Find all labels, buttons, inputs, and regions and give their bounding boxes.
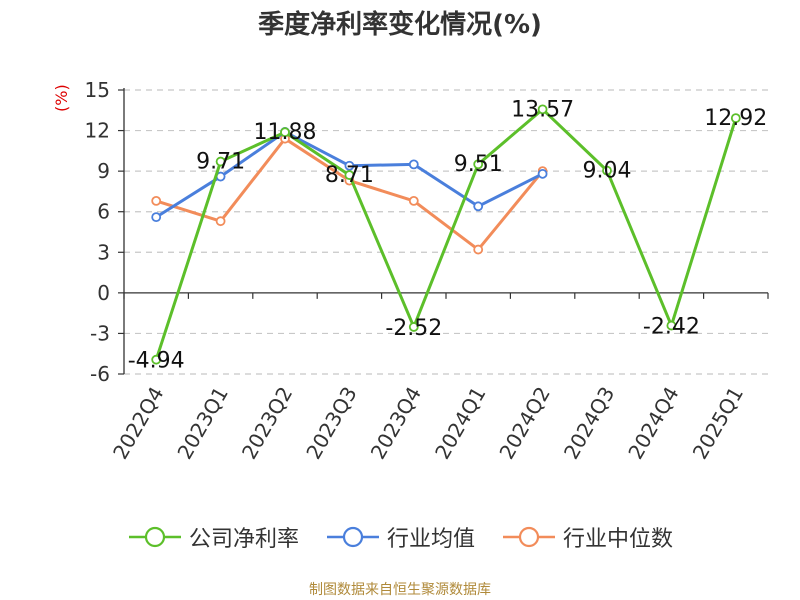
data-point xyxy=(473,159,484,170)
data-source-note: 制图数据来自恒生聚源数据库 xyxy=(309,582,491,598)
data-point xyxy=(602,165,612,176)
data-label: 11.88 xyxy=(254,120,317,145)
y-tick-label: -3 xyxy=(90,321,110,345)
legend-item[interactable]: 公司净利率 xyxy=(127,521,299,553)
x-tick-label: 2023Q3 xyxy=(301,383,361,464)
x-tick-label: 2024Q3 xyxy=(559,383,619,464)
data-label: 12.92 xyxy=(704,106,767,131)
data-label: 8.71 xyxy=(325,163,374,188)
series-line xyxy=(154,107,738,361)
data-point xyxy=(215,156,226,167)
data-label: -4.94 xyxy=(128,349,185,374)
data-point xyxy=(344,170,355,180)
data-point xyxy=(537,104,548,115)
data-point xyxy=(408,195,419,206)
x-tick-label: 2022Q4 xyxy=(108,383,168,464)
data-point xyxy=(151,195,162,206)
data-label: 9.71 xyxy=(196,150,245,175)
x-tick-label: 2023Q4 xyxy=(366,383,426,464)
data-point xyxy=(473,201,484,212)
x-tick-label: 2023Q2 xyxy=(237,383,297,464)
y-tick-label: 12 xyxy=(85,119,110,143)
x-tick-label: 2024Q2 xyxy=(494,383,554,464)
data-point xyxy=(537,168,548,179)
x-tick-label: 2025Q1 xyxy=(688,383,748,464)
data-point xyxy=(151,354,162,365)
legend-item[interactable]: 行业中位数 xyxy=(501,521,673,553)
data-label: 9.04 xyxy=(583,159,632,184)
x-tick-label: 2023Q1 xyxy=(172,383,232,464)
legend-label: 公司净利率 xyxy=(188,527,299,552)
data-point xyxy=(344,160,355,171)
legend: 公司净利率 行业均值 行业中位数 xyxy=(0,520,800,554)
data-point xyxy=(666,320,677,331)
data-point xyxy=(473,244,484,255)
y-tick-label: 9 xyxy=(97,159,110,183)
data-point xyxy=(151,212,162,223)
y-tick-label: -6 xyxy=(90,362,110,386)
data-label: 9.51 xyxy=(454,152,503,177)
data-point xyxy=(408,322,419,332)
legend-label: 行业均值 xyxy=(386,527,475,552)
legend-marker-icon xyxy=(326,526,379,548)
data-point xyxy=(408,159,419,170)
y-tick-label: 0 xyxy=(97,281,110,305)
y-tick-label: 15 xyxy=(85,78,110,102)
legend-label: 行业中位数 xyxy=(563,527,674,552)
data-point xyxy=(280,127,290,138)
y-tick-label: 3 xyxy=(97,240,110,264)
y-tick-label: 6 xyxy=(97,200,110,224)
data-point xyxy=(215,216,226,227)
chart-title: 季度净利率变化情况(%) xyxy=(258,10,542,40)
data-point xyxy=(730,113,741,124)
x-tick-label: 2024Q1 xyxy=(430,383,490,464)
x-tick-label: 2024Q4 xyxy=(623,383,683,464)
data-label: -2.52 xyxy=(385,316,442,341)
legend-item[interactable]: 行业均值 xyxy=(325,521,475,553)
data-label: 13.57 xyxy=(511,97,574,122)
data-label: -2.42 xyxy=(643,315,700,340)
legend-marker-icon xyxy=(128,526,181,548)
legend-marker-icon xyxy=(503,526,555,548)
